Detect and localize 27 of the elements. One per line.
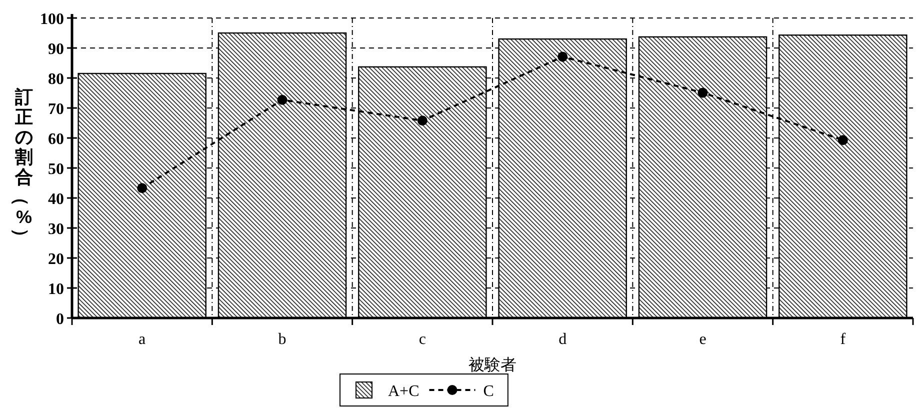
x-tick-label: b xyxy=(278,331,286,348)
y-tick-label: 0 xyxy=(56,311,64,328)
legend-label: C xyxy=(483,383,494,400)
y-tick-label: 30 xyxy=(48,221,64,238)
point xyxy=(558,52,568,62)
y-axis-title: 訂正の割合（%） xyxy=(11,87,33,246)
y-tick-label: 10 xyxy=(48,281,64,298)
point xyxy=(698,88,708,98)
x-tick-label: d xyxy=(558,331,567,348)
y-tick-label: 70 xyxy=(48,101,64,118)
y-tick-label: 90 xyxy=(48,41,64,58)
point xyxy=(277,94,288,105)
y-tick-label: 80 xyxy=(48,71,64,88)
x-tick-label: a xyxy=(138,331,146,348)
x-tick-label: c xyxy=(418,331,426,348)
x-axis-title: 被験者 xyxy=(468,356,516,374)
x-tick-label: e xyxy=(699,331,706,348)
point xyxy=(417,116,428,126)
point xyxy=(838,135,848,146)
x-tick-label: f xyxy=(840,331,846,348)
y-tick-label: 50 xyxy=(48,161,64,178)
y-tick-label: 40 xyxy=(48,191,64,208)
y-tick-label: 100 xyxy=(40,11,64,28)
y-tick-label: 20 xyxy=(48,251,64,268)
legend-label: A+C xyxy=(388,383,420,400)
y-tick-label: 60 xyxy=(48,131,64,148)
point xyxy=(137,183,148,194)
